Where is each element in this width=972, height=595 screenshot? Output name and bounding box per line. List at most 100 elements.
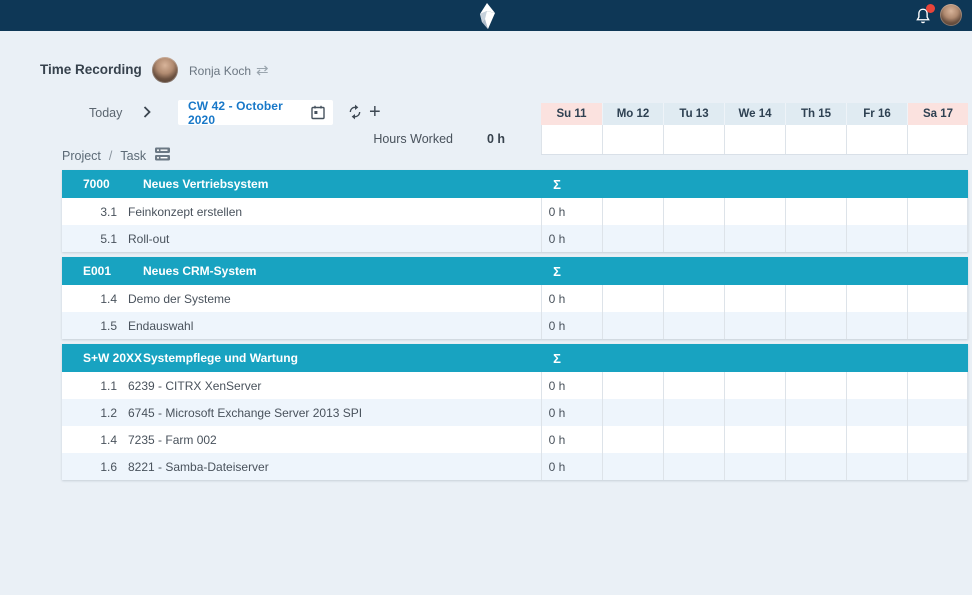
notification-badge [926,4,935,13]
day-cell[interactable] [663,225,724,252]
day-cell[interactable] [602,198,663,225]
day-cell[interactable] [724,198,785,225]
refresh-icon[interactable] [347,104,363,125]
project-header-row[interactable]: E001 Neues CRM-System Σ [62,257,968,285]
hours-worked-value: 0 h [486,132,506,146]
calendar-icon [311,105,325,120]
daily-totals-row [541,125,968,155]
sum-sigma-icon: Σ [553,176,561,192]
project-task-label-row: Project / Task [62,147,171,164]
hours-worked-label: Hours Worked [373,132,453,146]
task-row: 1.6 8221 - Samba-Dateiserver 0 h [62,453,968,480]
day-cell[interactable] [724,426,785,453]
project-header-row[interactable]: S+W 20XX Systempflege und Wartung Σ [62,344,968,372]
day-cell[interactable] [846,426,907,453]
task-name: Roll-out [128,231,170,246]
sum-sigma-icon: Σ [553,263,561,279]
day-cell[interactable] [541,453,602,480]
day-cell[interactable] [663,399,724,426]
day-cell[interactable] [846,285,907,312]
project-section: S+W 20XX Systempflege und Wartung Σ 1.1 … [62,344,968,480]
day-cell[interactable] [663,285,724,312]
project-code: 7000 [83,177,110,191]
day-cell[interactable] [724,372,785,399]
project-name: Neues CRM-System [143,264,257,278]
day-cell[interactable] [541,312,602,339]
task-row: 1.4 7235 - Farm 002 0 h [62,426,968,453]
day-cell[interactable] [907,312,968,339]
day-cell [846,125,907,154]
day-cell[interactable] [846,225,907,252]
day-cell[interactable] [541,426,602,453]
day-cell[interactable] [907,426,968,453]
day-cell[interactable] [907,198,968,225]
switch-user-icon[interactable]: ⇄ [256,62,269,79]
project-header-row[interactable]: 7000 Neues Vertriebsystem Σ [62,170,968,198]
day-cell[interactable] [785,312,846,339]
task-total-hours: 0 h [548,204,566,219]
task-total-hours: 0 h [548,378,566,393]
day-cell[interactable] [541,372,602,399]
day-cell[interactable] [663,198,724,225]
day-cell[interactable] [724,312,785,339]
day-cell[interactable] [907,225,968,252]
day-cell[interactable] [541,225,602,252]
project-name: Neues Vertriebsystem [143,177,269,191]
task-number: 3.1 [100,204,117,219]
day-cell[interactable] [602,285,663,312]
day-cell[interactable] [785,285,846,312]
day-cell[interactable] [541,198,602,225]
day-cell[interactable] [602,399,663,426]
next-week-button[interactable] [141,105,155,119]
task-row: 1.5 Endauswahl 0 h [62,312,968,339]
day-cell[interactable] [785,399,846,426]
day-cell[interactable] [907,285,968,312]
task-total-hours: 0 h [548,318,566,333]
day-cell[interactable] [602,453,663,480]
day-cell[interactable] [846,453,907,480]
day-cell[interactable] [724,453,785,480]
day-cell[interactable] [663,312,724,339]
day-cell[interactable] [785,426,846,453]
day-cell[interactable] [541,399,602,426]
day-cell[interactable] [663,372,724,399]
today-button[interactable]: Today [89,106,123,120]
day-cell[interactable] [785,225,846,252]
day-cell[interactable] [663,426,724,453]
day-cell[interactable] [602,372,663,399]
topbar-user-avatar[interactable] [940,4,962,26]
project-name: Systempflege und Wartung [143,351,298,365]
day-cell[interactable] [602,312,663,339]
day-cell[interactable] [907,372,968,399]
day-cell[interactable] [907,453,968,480]
user-avatar [152,57,178,83]
day-cell[interactable] [846,312,907,339]
day-cell[interactable] [846,372,907,399]
day-cell[interactable] [785,198,846,225]
day-cell [602,125,663,154]
add-entry-button[interactable]: + [369,101,381,123]
week-selector[interactable]: CW 42 - October 2020 [178,99,333,127]
day-cell[interactable] [785,453,846,480]
task-list-icon[interactable] [155,147,171,164]
day-cell [541,125,602,154]
day-cell[interactable] [724,399,785,426]
day-header-saturday: Sa 17 [907,103,968,125]
label-separator: / [108,148,113,163]
task-name: 7235 - Farm 002 [128,432,217,447]
app-logo-icon[interactable] [476,3,498,35]
day-header-friday: Fr 16 [846,103,907,125]
notifications-bell-icon[interactable] [914,4,935,25]
day-cell[interactable] [785,372,846,399]
day-cell[interactable] [663,453,724,480]
project-header-day-area [541,257,968,285]
day-cell[interactable] [541,285,602,312]
day-cell[interactable] [602,426,663,453]
day-cell[interactable] [907,399,968,426]
day-cell[interactable] [846,198,907,225]
day-cell[interactable] [724,285,785,312]
day-cell[interactable] [846,399,907,426]
day-cell[interactable] [602,225,663,252]
day-cell[interactable] [724,225,785,252]
day-header-sunday: Su 11 [541,103,602,125]
